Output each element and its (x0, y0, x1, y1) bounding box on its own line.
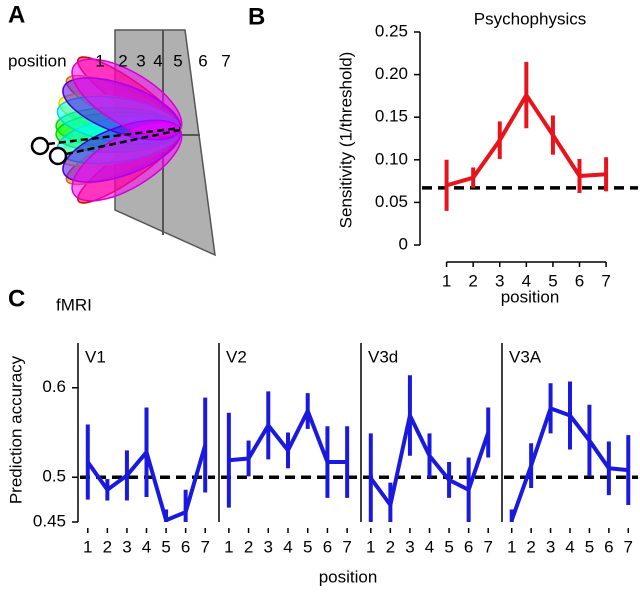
x-tick-label: 4 (565, 537, 574, 556)
y-tick-label: 0 (399, 234, 408, 253)
panel-a-diagram (30, 29, 216, 257)
plot-area (368, 375, 491, 522)
x-tick-label: 1 (442, 271, 451, 290)
x-tick-label: 3 (495, 271, 504, 290)
x-tick-label: 4 (425, 537, 434, 556)
panel-label: B (248, 3, 265, 30)
x-tick-label: 1 (83, 537, 92, 556)
chart-title: Psychophysics (474, 9, 586, 28)
x-tick-label: 2 (526, 537, 535, 556)
x-tick-label: 2 (386, 537, 395, 556)
x-tick-label: 6 (181, 537, 190, 556)
plot-area (226, 391, 350, 508)
position-number: 5 (173, 51, 182, 70)
x-tick-label: 1 (507, 537, 516, 556)
x-tick-label: 4 (142, 537, 151, 556)
y-tick-label: 0.45 (33, 511, 66, 530)
x-tick-label: 6 (323, 537, 332, 556)
plot-area (444, 61, 609, 211)
x-tick-label: 3 (546, 537, 555, 556)
x-tick-label: 2 (103, 537, 112, 556)
y-tick-label: 0.15 (375, 107, 408, 126)
y-axis-label: Prediction accuracy (6, 355, 25, 504)
x-tick-label: 6 (604, 537, 613, 556)
x-tick-label: 2 (468, 271, 477, 290)
chart-title: V2 (226, 347, 247, 366)
position-number: 7 (221, 51, 230, 70)
data-line (228, 409, 348, 465)
gaze-line (65, 128, 181, 156)
x-tick-label: 7 (342, 537, 351, 556)
x-tick-label: 7 (624, 537, 633, 556)
y-tick-label: 0.10 (375, 149, 408, 168)
plot-area (509, 381, 631, 522)
x-tick-label: 7 (200, 537, 209, 556)
x-tick-label: 3 (122, 537, 131, 556)
x-tick-label: 2 (244, 537, 253, 556)
x-tick-label: 7 (483, 537, 492, 556)
x-tick-label: 4 (283, 537, 292, 556)
position-number: 6 (198, 51, 207, 70)
x-tick-label: 5 (548, 271, 557, 290)
subtitle: fMRI (56, 295, 92, 314)
eye (48, 146, 68, 166)
x-tick-label: 6 (464, 537, 473, 556)
x-tick-label: 1 (224, 537, 233, 556)
gaze-line (47, 126, 181, 146)
x-axis-label: position (319, 567, 378, 586)
y-axis-label: Sensitivity (1/threshold) (336, 52, 355, 229)
position-number: 4 (153, 51, 162, 70)
x-tick-label: 3 (405, 537, 414, 556)
chart-title: V1 (85, 347, 106, 366)
panel-label: C (8, 285, 25, 312)
x-tick-label: 5 (303, 537, 312, 556)
position-label: position (8, 51, 67, 70)
data-line (369, 413, 491, 507)
y-tick-label: 0.5 (42, 467, 66, 486)
y-tick-label: 0.20 (375, 64, 408, 83)
x-tick-label: 5 (444, 537, 453, 556)
position-number: 1 (95, 51, 104, 70)
x-tick-label: 5 (585, 537, 594, 556)
position-number: 2 (118, 51, 127, 70)
data-line (509, 406, 629, 521)
x-tick-label: 5 (161, 537, 170, 556)
x-axis-label: position (501, 287, 560, 306)
data-line (86, 444, 208, 522)
x-tick-label: 3 (264, 537, 273, 556)
chart-title: V3d (368, 347, 398, 366)
y-tick-label: 0.05 (375, 192, 408, 211)
panel-label: A (8, 1, 25, 28)
position-number: 3 (136, 51, 145, 70)
plot-area (85, 397, 208, 522)
x-tick-label: 1 (366, 537, 375, 556)
x-tick-label: 7 (601, 271, 610, 290)
x-tick-label: 4 (522, 271, 531, 290)
y-tick-label: 0.6 (42, 377, 66, 396)
x-tick-label: 6 (575, 271, 584, 290)
y-tick-label: 0.25 (375, 21, 408, 40)
data-line (446, 93, 607, 188)
eye (30, 136, 50, 156)
chart-title: V3A (509, 347, 542, 366)
